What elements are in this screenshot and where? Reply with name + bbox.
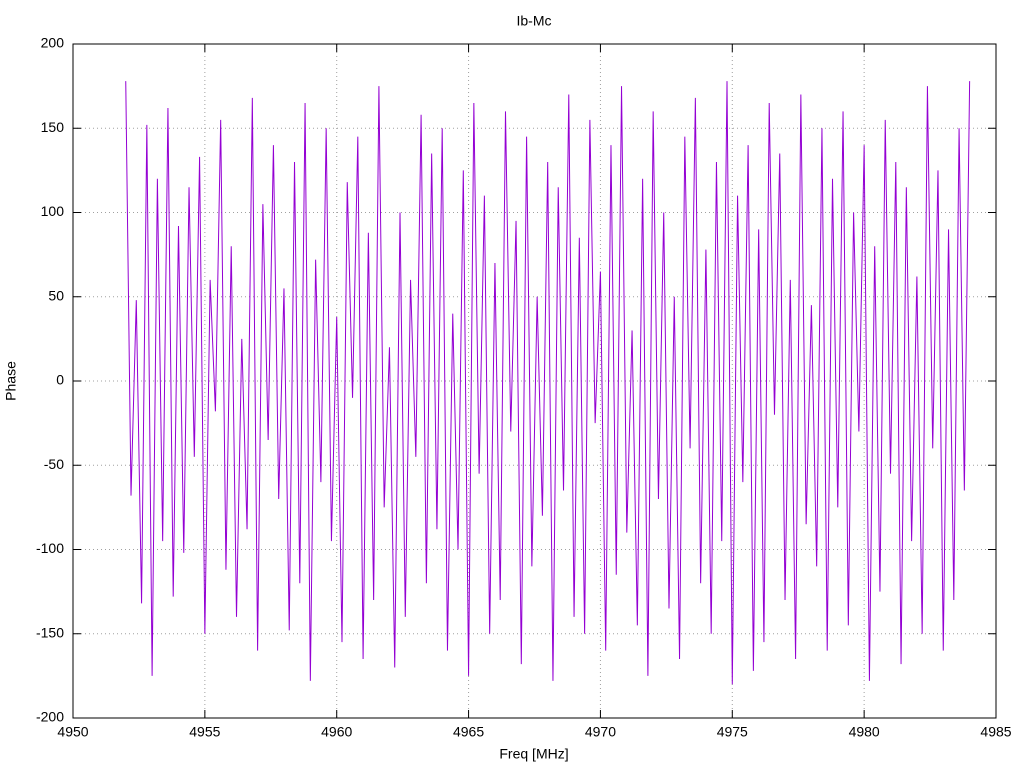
data-line	[125, 81, 971, 685]
x-tick-label: 4950	[57, 724, 88, 740]
y-tick-label: -200	[36, 709, 64, 725]
x-tick-label: 4965	[453, 724, 484, 740]
y-tick-label: 50	[48, 287, 64, 303]
x-tick-label: 4970	[585, 724, 616, 740]
y-tick-label: -100	[36, 540, 64, 556]
y-tick-label: 200	[41, 35, 65, 51]
x-tick-label: 4955	[189, 724, 220, 740]
plot-border	[72, 43, 997, 719]
y-tick-label: 150	[41, 119, 65, 135]
y-tick-label: 100	[41, 203, 65, 219]
x-tick-label: 4985	[980, 724, 1011, 740]
x-axis-label: Freq [MHz]	[499, 746, 568, 762]
x-tick-label: 4980	[849, 724, 880, 740]
y-tick-label: 0	[56, 372, 64, 388]
y-tick-label: -50	[44, 456, 64, 472]
y-axis-label: Phase	[3, 361, 19, 401]
x-tick-label: 4960	[321, 724, 352, 740]
y-tick-label: -150	[36, 624, 64, 640]
x-tick-label: 4975	[717, 724, 748, 740]
chart-title: Ib-Mc	[517, 13, 552, 29]
